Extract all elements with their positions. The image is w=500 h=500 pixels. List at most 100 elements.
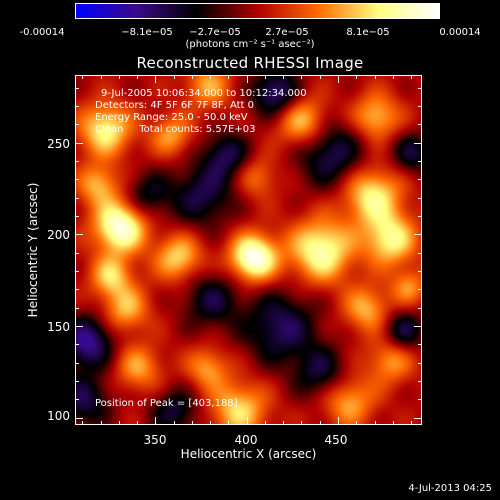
x-tick-mark <box>118 421 120 425</box>
y-tick-mark <box>75 399 79 401</box>
x-tick-mark <box>246 417 248 425</box>
y-tick-mark <box>418 106 422 108</box>
x-tick-mark <box>319 75 321 79</box>
x-tick-mark <box>100 75 102 79</box>
y-tick-label: 200 <box>47 228 70 242</box>
x-tick-mark <box>210 75 212 79</box>
y-tick-mark <box>418 252 422 254</box>
x-tick-mark <box>392 75 394 79</box>
x-tick-mark <box>337 75 339 83</box>
x-tick-mark <box>82 421 84 425</box>
y-tick-label: 150 <box>47 320 70 334</box>
y-tick-mark <box>75 307 79 309</box>
y-tick-mark <box>75 216 79 218</box>
x-tick-mark <box>155 75 157 83</box>
y-tick-mark <box>75 142 83 144</box>
x-tick-mark <box>246 75 248 83</box>
y-axis-label: Heliocentric Y (arcsec) <box>26 182 40 318</box>
x-tick-mark <box>411 75 413 79</box>
y-tick-mark <box>75 87 79 89</box>
x-tick-mark <box>210 421 212 425</box>
x-tick-mark <box>374 75 376 79</box>
chart-title: Reconstructed RHESSI Image <box>136 54 364 72</box>
y-tick-mark <box>418 216 422 218</box>
heatmap-image <box>76 76 421 424</box>
y-tick-mark <box>418 289 422 291</box>
y-tick-mark <box>75 271 79 273</box>
y-tick-mark <box>418 362 422 364</box>
y-tick-mark <box>418 307 422 309</box>
x-tick-mark <box>301 421 303 425</box>
y-tick-mark <box>418 179 422 181</box>
y-tick-mark <box>418 161 422 163</box>
y-tick-mark <box>414 417 422 419</box>
x-tick-mark <box>100 421 102 425</box>
annotation-detectors: Detectors: 4F 5F 6F 7F 8F, Att 0 <box>95 100 255 111</box>
x-tick-mark <box>283 421 285 425</box>
y-tick-mark <box>75 381 79 383</box>
x-tick-mark <box>374 421 376 425</box>
x-tick-label: 450 <box>324 433 348 447</box>
x-tick-mark <box>173 421 175 425</box>
x-axis-label: Heliocentric X (arcsec) <box>180 447 317 461</box>
colorbar-tick-label: 0.00014 <box>439 27 481 38</box>
y-tick-mark <box>75 362 79 364</box>
x-tick-mark <box>137 421 139 425</box>
colorbar <box>75 3 440 19</box>
y-tick-label: 100 <box>47 409 70 423</box>
y-tick-mark <box>418 197 422 199</box>
y-tick-mark <box>75 124 79 126</box>
x-tick-mark <box>319 421 321 425</box>
x-tick-mark <box>356 421 358 425</box>
x-tick-label: 350 <box>143 433 167 447</box>
y-tick-mark <box>418 344 422 346</box>
x-tick-mark <box>356 75 358 79</box>
x-tick-mark <box>137 75 139 79</box>
annotation-energy-range: Energy Range: 25.0 - 50.0 keV <box>95 112 248 123</box>
y-tick-mark <box>75 417 83 419</box>
x-tick-mark <box>155 417 157 425</box>
y-tick-mark <box>418 271 422 273</box>
x-tick-mark <box>392 421 394 425</box>
y-tick-mark <box>75 326 83 328</box>
y-tick-mark <box>75 344 79 346</box>
x-tick-mark <box>337 417 339 425</box>
y-tick-mark <box>414 326 422 328</box>
x-tick-mark <box>228 421 230 425</box>
y-tick-mark <box>75 289 79 291</box>
colorbar-unit-label: (photons cm⁻² s⁻¹ asec⁻²) <box>185 39 315 50</box>
heatmap-plot-area: 9-Jul-2005 10:06:34.000 to 10:12:34.000 … <box>75 75 422 425</box>
x-tick-mark <box>191 75 193 79</box>
x-tick-mark <box>228 75 230 79</box>
y-tick-mark <box>418 87 422 89</box>
colorbar-tick-label: 2.7e−05 <box>265 27 309 38</box>
y-tick-mark <box>75 179 79 181</box>
y-tick-label: 250 <box>47 137 70 151</box>
annotation-peak-position: Position of Peak = [403,188] <box>95 398 238 409</box>
x-tick-label: 400 <box>234 433 258 447</box>
x-tick-mark <box>82 75 84 79</box>
y-tick-mark <box>75 197 79 199</box>
y-tick-mark <box>75 234 83 236</box>
y-tick-mark <box>418 124 422 126</box>
colorbar-tick-label: -0.00014 <box>19 27 65 38</box>
y-tick-mark <box>75 161 79 163</box>
x-tick-mark <box>173 75 175 79</box>
colorbar-tick-label: −2.7e−05 <box>189 27 241 38</box>
x-tick-mark <box>411 421 413 425</box>
y-tick-mark <box>418 381 422 383</box>
x-tick-mark <box>283 75 285 79</box>
annotation-clean-counts: Clean Total counts: 5.57E+03 <box>95 124 256 135</box>
colorbar-tick-label: 8.1e−05 <box>346 27 390 38</box>
y-tick-mark <box>414 142 422 144</box>
y-tick-mark <box>75 106 79 108</box>
render-timestamp: 4-Jul-2013 04:25 <box>408 483 492 494</box>
x-tick-mark <box>191 421 193 425</box>
x-tick-mark <box>301 75 303 79</box>
y-tick-mark <box>414 234 422 236</box>
x-tick-mark <box>264 421 266 425</box>
x-tick-mark <box>264 75 266 79</box>
y-tick-mark <box>418 399 422 401</box>
x-tick-mark <box>118 75 120 79</box>
annotation-time-range: 9-Jul-2005 10:06:34.000 to 10:12:34.000 <box>101 88 307 99</box>
